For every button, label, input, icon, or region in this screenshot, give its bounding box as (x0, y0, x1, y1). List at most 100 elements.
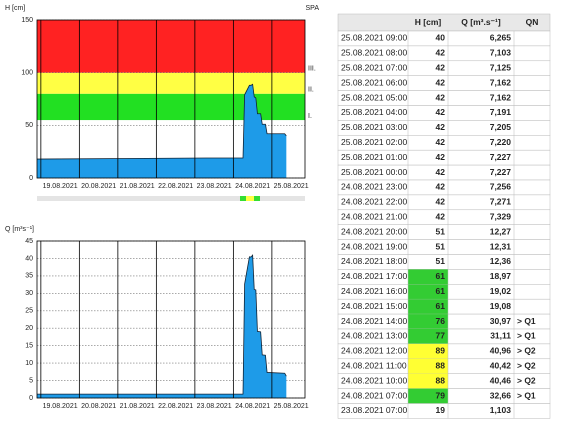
h-cell: 42 (436, 48, 446, 58)
h-cell: 42 (436, 197, 446, 207)
q-cell: 12,27 (490, 226, 512, 236)
time-cell: 25.08.2021 06:00 (341, 77, 407, 87)
x-tick-label: 22.08.2021 (158, 183, 193, 190)
level-label: III. (308, 66, 316, 73)
y-axis-title: Q [m³s⁻¹] (5, 226, 34, 233)
y-tick-label: 0 (29, 175, 33, 182)
q-cell: 1,103 (490, 405, 512, 415)
h-cell: 42 (436, 122, 446, 132)
level-band (37, 93, 305, 121)
h-cell: 61 (436, 271, 446, 281)
level-band (37, 20, 305, 73)
table-header (337, 13, 551, 32)
h-cell: 88 (436, 361, 446, 371)
h-cell: 42 (436, 167, 446, 177)
h-cell: 42 (436, 63, 446, 73)
column-header: QN (526, 17, 539, 27)
q-cell: 31,11 (490, 331, 511, 341)
h-cell: 89 (436, 346, 446, 356)
time-cell: 24.08.2021 13:00 (341, 331, 407, 341)
time-cell: 25.08.2021 09:00 (341, 33, 407, 43)
h-cell: 42 (436, 212, 446, 222)
q-cell: 7,162 (490, 77, 512, 87)
h-cell: 76 (436, 316, 446, 326)
time-cell: 24.08.2021 21:00 (341, 212, 407, 222)
level-label: II. (308, 87, 314, 94)
time-cell: 25.08.2021 01:00 (341, 152, 407, 162)
overview-strip (37, 196, 305, 201)
time-cell: 24.08.2021 16:00 (341, 286, 407, 296)
y-tick-label: 100 (21, 70, 33, 77)
h-cell-highlight (408, 388, 448, 404)
area-line (36, 83, 287, 160)
y-tick-label: 40 (25, 255, 33, 262)
x-tick-label: 22.08.2021 (158, 403, 193, 410)
q-cell: 7,227 (490, 167, 512, 177)
corner-label: SPA (306, 5, 320, 12)
h-cell-highlight (408, 329, 448, 344)
strip-mark (240, 196, 246, 201)
x-tick-label: 23.08.2021 (197, 183, 232, 190)
h-cell: 42 (436, 152, 446, 162)
q-cell: 40,46 (490, 375, 512, 385)
q-cell: 7,103 (490, 48, 512, 58)
q-cell: 40,42 (490, 361, 512, 371)
q-cell: 32,66 (490, 390, 512, 400)
h-cell: 42 (436, 137, 446, 147)
area-fill (37, 84, 287, 178)
x-tick-label: 20.08.2021 (81, 183, 116, 190)
x-tick-label: 19.08.2021 (43, 403, 78, 410)
table-row (337, 403, 551, 419)
time-cell: 25.08.2021 08:00 (341, 48, 407, 58)
data-table: H [cm] Q [m³.s⁻¹] QN 25.08.2021 09:00 40 6,26… (337, 13, 551, 419)
h-cell: 42 (436, 77, 446, 87)
column-header: Q [m³.s⁻¹] (461, 17, 501, 27)
time-cell: 25.08.2021 07:00 (341, 63, 407, 73)
h-cell-highlight (408, 299, 448, 315)
y-tick-label: 50 (25, 122, 33, 129)
h-cell-highlight (408, 373, 448, 389)
y-tick-label: 150 (21, 17, 33, 24)
y-axis-title: H [cm] (5, 5, 25, 12)
plot-frame (36, 19, 306, 179)
area-fill (37, 255, 287, 398)
time-cell: 24.08.2021 14:00 (341, 316, 407, 326)
h-cell: 79 (436, 390, 446, 400)
h-cell: 51 (436, 226, 446, 236)
qn-cell: > Q1 (517, 316, 536, 326)
column-header: H [cm] (415, 17, 442, 27)
x-tick-label: 21.08.2021 (120, 183, 155, 190)
time-cell: 24.08.2021 07:00 (341, 390, 407, 400)
q-cell: 12,36 (490, 256, 512, 266)
time-cell: 25.08.2021 04:00 (341, 107, 407, 117)
q-cell: 7,205 (490, 122, 512, 132)
y-tick-label: 15 (25, 343, 33, 350)
q-cell: 7,271 (490, 197, 512, 207)
qn-cell: > Q2 (517, 375, 536, 385)
q-cell: 7,162 (490, 92, 512, 102)
h-cell-highlight (408, 284, 448, 300)
h-cell: 19 (436, 405, 446, 415)
h-cell: 40 (436, 33, 446, 43)
time-cell: 24.08.2021 15:00 (341, 301, 407, 311)
h-cell: 42 (436, 107, 446, 117)
h-cell-highlight (408, 343, 448, 359)
q-cell: 7,125 (490, 63, 512, 73)
x-tick-label: 24.08.2021 (235, 403, 270, 410)
q-cell: 40,96 (490, 346, 512, 356)
h-cell-highlight (408, 314, 448, 329)
time-cell: 24.08.2021 19:00 (341, 241, 407, 251)
x-tick-label: 23.08.2021 (197, 403, 232, 410)
time-cell: 25.08.2021 00:00 (341, 167, 407, 177)
h-cell-highlight (408, 269, 448, 285)
qn-cell: > Q1 (517, 390, 536, 400)
strip-mark (246, 196, 254, 201)
h-cell: 88 (436, 375, 446, 385)
q-cell: 7,227 (490, 152, 512, 162)
x-tick-label: 20.08.2021 (81, 403, 116, 410)
level-band (37, 72, 305, 94)
time-cell: 24.08.2021 10:00 (341, 375, 407, 385)
time-cell: 25.08.2021 05:00 (341, 92, 407, 102)
y-tick-label: 20 (25, 325, 33, 332)
